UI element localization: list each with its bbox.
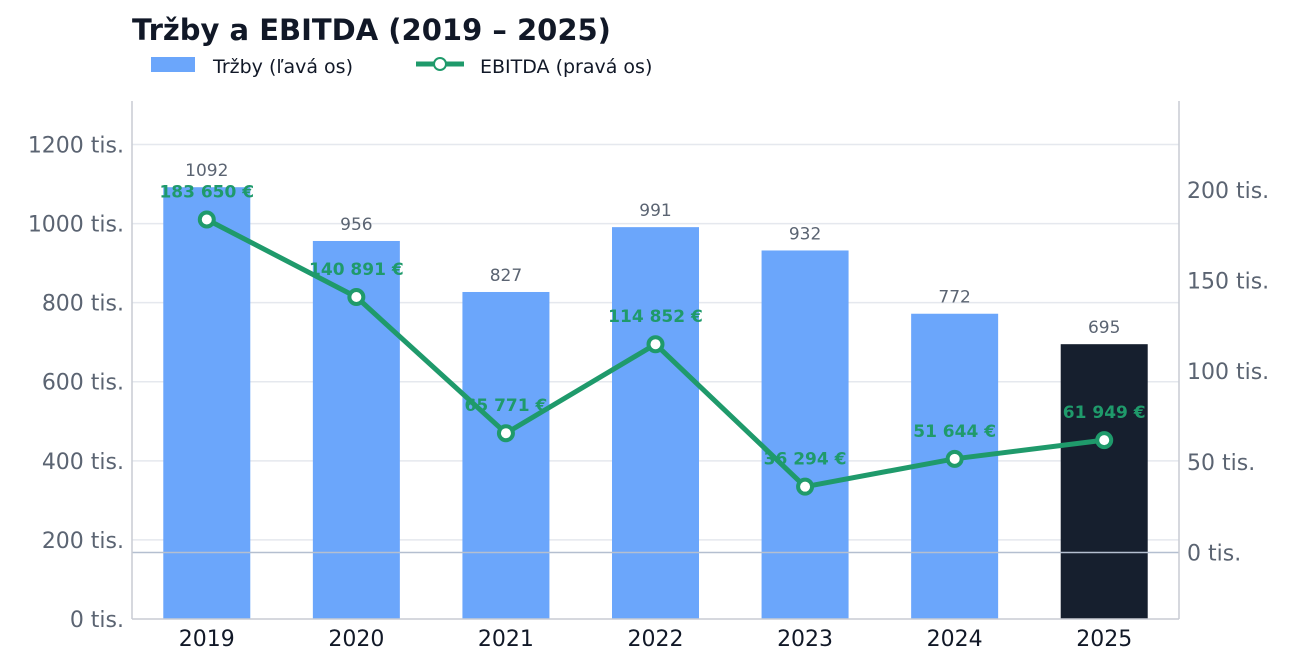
right-axis-ticks: 0 tis. 50 tis. 100 tis. 150 tis. 200 tis. bbox=[1187, 179, 1269, 567]
legend-marker-ebitda bbox=[433, 57, 447, 71]
ebitda-value-label: 183 650 € bbox=[159, 182, 254, 202]
bar-value-label: 991 bbox=[639, 201, 671, 221]
x-tick-label: 2020 bbox=[328, 627, 384, 652]
ebitda-point-2021 bbox=[496, 424, 515, 443]
bar-2022 bbox=[612, 227, 699, 620]
bar-value-label: 772 bbox=[938, 288, 970, 308]
bar-labels: 1092 956 827 991 932 772 695 bbox=[185, 161, 1120, 338]
x-tick-label: 2019 bbox=[179, 627, 235, 652]
left-tick-label: 0 tis. bbox=[70, 608, 124, 633]
x-tick-label: 2025 bbox=[1076, 627, 1132, 652]
ebitda-line-group bbox=[197, 210, 1114, 496]
right-tick-label: 200 tis. bbox=[1187, 179, 1269, 204]
x-axis-ticks: 2019 2020 2021 2022 2023 2024 2025 bbox=[179, 627, 1132, 652]
left-tick-label: 800 tis. bbox=[42, 292, 124, 317]
bar-2021 bbox=[462, 291, 550, 619]
ebitda-value-label: 51 644 € bbox=[913, 422, 996, 442]
left-tick-label: 200 tis. bbox=[42, 529, 124, 554]
bar-value-label: 956 bbox=[340, 215, 372, 235]
ebitda-point-2023 bbox=[796, 477, 815, 496]
legend-label-ebitda: EBITDA (pravá os) bbox=[480, 56, 652, 78]
right-tick-label: 0 tis. bbox=[1187, 541, 1241, 566]
bars bbox=[163, 187, 1148, 620]
bar-2023 bbox=[761, 250, 849, 620]
bar-value-label: 827 bbox=[490, 266, 522, 286]
ebitda-point-2024 bbox=[945, 449, 964, 468]
chart-title: Tržby a EBITDA (2019 – 2025) bbox=[132, 13, 611, 47]
x-tick-label: 2021 bbox=[478, 627, 534, 652]
x-tick-label: 2022 bbox=[628, 627, 684, 652]
left-tick-label: 600 tis. bbox=[42, 371, 124, 396]
bar-2019 bbox=[163, 187, 251, 619]
ebitda-value-label: 36 294 € bbox=[764, 450, 847, 470]
ebitda-point-2022 bbox=[646, 335, 665, 354]
axes bbox=[131, 101, 1180, 620]
left-axis-ticks: 0 tis. 200 tis. 400 tis. 600 tis. 800 tis. 10… bbox=[28, 133, 124, 633]
ebitda-value-label: 114 852 € bbox=[608, 307, 703, 327]
right-tick-label: 50 tis. bbox=[1187, 451, 1255, 476]
ebitda-value-label: 140 891 € bbox=[309, 260, 404, 280]
ebitda-point-2025 bbox=[1095, 431, 1114, 450]
bar-2025 bbox=[1060, 344, 1148, 619]
right-tick-label: 150 tis. bbox=[1187, 269, 1269, 294]
x-tick-label: 2023 bbox=[777, 627, 833, 652]
x-tick-label: 2024 bbox=[927, 627, 983, 652]
left-tick-label: 1000 tis. bbox=[28, 213, 124, 238]
ebitda-point-2020 bbox=[347, 288, 366, 307]
bar-value-label: 1092 bbox=[185, 161, 228, 181]
ebitda-labels: 183 650 € 140 891 € 65 771 € 114 852 € 36 29… bbox=[159, 182, 1145, 469]
ebitda-value-label: 65 771 € bbox=[465, 396, 548, 416]
ebitda-value-label: 61 949 € bbox=[1063, 403, 1146, 423]
right-tick-label: 100 tis. bbox=[1187, 360, 1269, 385]
legend: Tržby (ľavá os) EBITDA (pravá os) bbox=[151, 56, 652, 78]
bar-value-label: 695 bbox=[1088, 318, 1120, 338]
left-tick-label: 400 tis. bbox=[42, 450, 124, 475]
left-tick-label: 1200 tis. bbox=[28, 133, 124, 158]
legend-label-revenue: Tržby (ľavá os) bbox=[212, 56, 353, 78]
ebitda-point-2019 bbox=[197, 210, 216, 229]
legend-swatch-revenue bbox=[151, 57, 195, 72]
bar-value-label: 932 bbox=[789, 224, 821, 244]
